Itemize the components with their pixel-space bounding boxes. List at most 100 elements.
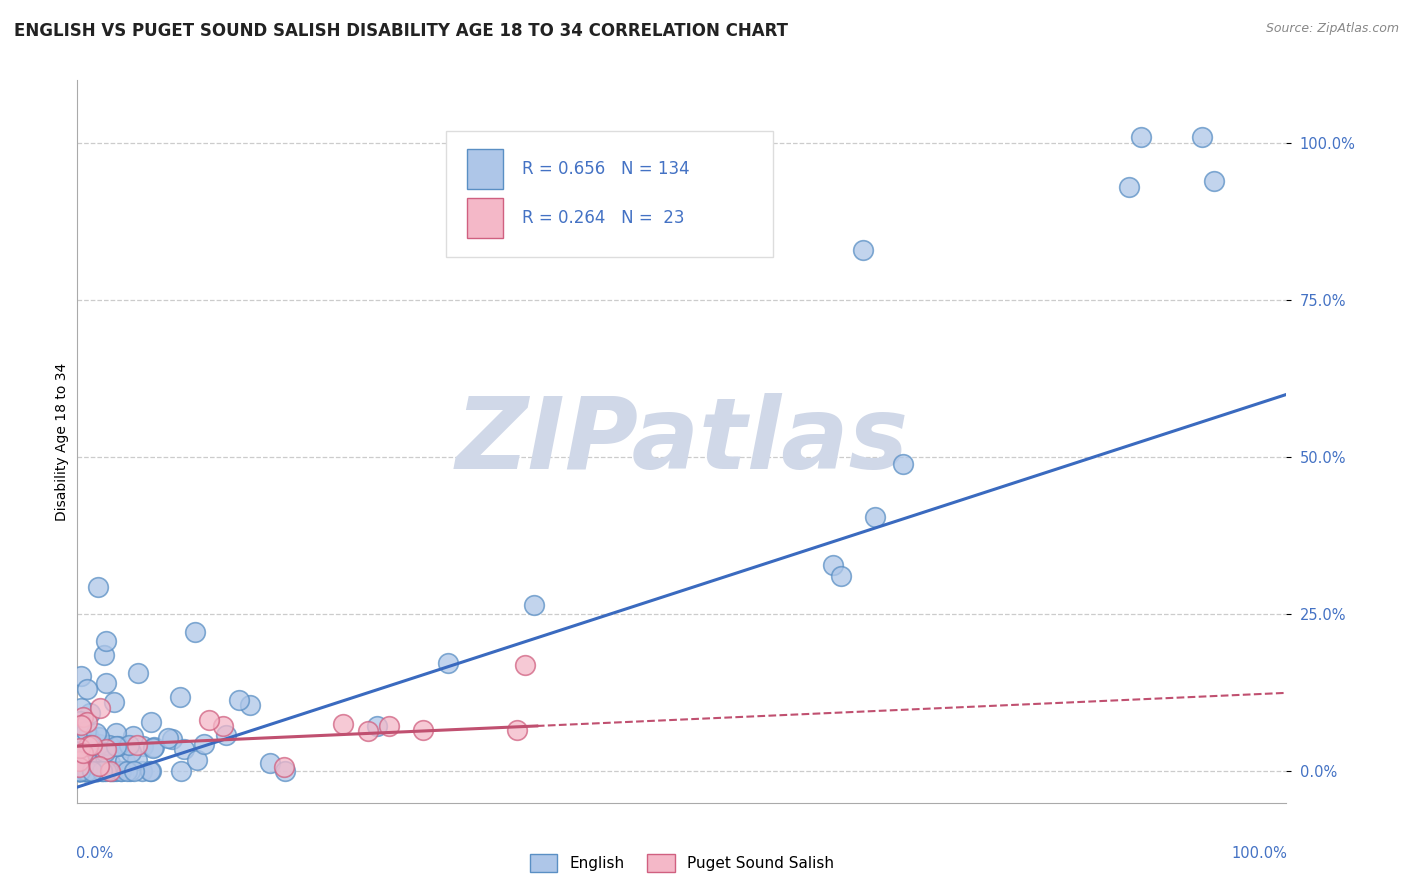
Point <box>378 719 401 733</box>
Text: ENGLISH VS PUGET SOUND SALISH DISABILITY AGE 18 TO 34 CORRELATION CHART: ENGLISH VS PUGET SOUND SALISH DISABILITY… <box>14 22 787 40</box>
Point <box>67 759 90 773</box>
Y-axis label: Disability Age 18 to 34: Disability Age 18 to 34 <box>55 362 69 521</box>
Point <box>139 764 162 779</box>
Point <box>184 625 207 640</box>
Point <box>228 693 250 707</box>
Point <box>118 738 141 752</box>
Point <box>75 764 97 779</box>
Point <box>75 764 97 779</box>
Point <box>67 722 90 736</box>
Point <box>821 558 844 573</box>
Point <box>75 764 97 779</box>
Point <box>67 756 90 770</box>
Point <box>67 764 90 779</box>
Point <box>89 701 111 715</box>
Point <box>110 764 132 779</box>
Point <box>73 764 96 779</box>
Point <box>127 753 149 767</box>
Point <box>93 745 115 759</box>
Point <box>75 764 97 779</box>
Point <box>83 764 105 779</box>
Point <box>1191 129 1213 144</box>
Point <box>132 739 155 753</box>
Point <box>357 724 380 739</box>
Point <box>274 764 297 779</box>
Point <box>142 740 165 755</box>
Point <box>70 737 93 751</box>
Point <box>160 732 183 747</box>
Point <box>69 764 91 779</box>
Point <box>98 764 121 778</box>
Point <box>77 728 100 742</box>
Point <box>76 764 98 779</box>
Point <box>87 737 110 751</box>
Legend: English, Puget Sound Salish: English, Puget Sound Salish <box>523 847 841 879</box>
Point <box>76 764 98 779</box>
Point <box>118 764 141 779</box>
Point <box>79 764 101 779</box>
Point <box>76 714 98 729</box>
Point <box>73 752 96 766</box>
Point <box>70 701 93 715</box>
Point <box>103 764 125 779</box>
Point <box>79 706 101 720</box>
Point <box>852 243 875 257</box>
Point <box>76 764 98 779</box>
Point <box>69 714 91 728</box>
Point <box>86 764 108 779</box>
Point <box>513 657 536 672</box>
Point <box>86 764 108 779</box>
FancyBboxPatch shape <box>467 198 503 238</box>
Point <box>93 764 115 779</box>
Text: ZIPatlas: ZIPatlas <box>456 393 908 490</box>
Point <box>82 764 104 779</box>
Point <box>84 726 107 740</box>
Point <box>239 698 262 712</box>
Point <box>73 764 96 779</box>
Point <box>69 669 91 683</box>
Point <box>1130 129 1153 144</box>
Point <box>107 739 129 753</box>
Point <box>82 757 104 772</box>
Point <box>67 764 90 779</box>
Point <box>70 764 93 779</box>
Point <box>67 764 90 779</box>
Point <box>98 756 121 770</box>
Point <box>1202 174 1225 188</box>
Point <box>70 721 93 735</box>
Point <box>366 718 388 732</box>
Point <box>67 764 90 779</box>
Point <box>72 764 94 779</box>
Point <box>70 739 93 753</box>
Point <box>94 634 117 648</box>
Point <box>76 739 98 753</box>
Point <box>69 755 91 769</box>
Point <box>70 764 93 779</box>
Point <box>73 764 96 779</box>
Point <box>142 740 165 755</box>
Point <box>104 726 127 740</box>
Point <box>120 745 142 759</box>
Point <box>89 730 111 744</box>
Point <box>67 764 90 779</box>
Point <box>98 764 121 779</box>
Point <box>86 764 108 779</box>
Point <box>412 723 434 737</box>
Point <box>100 764 122 779</box>
Point <box>506 723 529 737</box>
FancyBboxPatch shape <box>467 149 503 189</box>
FancyBboxPatch shape <box>446 131 773 257</box>
Point <box>69 718 91 732</box>
Point <box>87 744 110 758</box>
Point <box>156 731 179 746</box>
Point <box>72 747 94 761</box>
Text: 0.0%: 0.0% <box>76 847 114 861</box>
Point <box>215 728 238 742</box>
Point <box>105 764 128 779</box>
Text: R = 0.656   N = 134: R = 0.656 N = 134 <box>522 161 690 178</box>
Point <box>69 741 91 756</box>
Point <box>173 742 195 756</box>
Point <box>76 681 98 696</box>
Point <box>523 598 546 612</box>
Point <box>67 725 90 739</box>
